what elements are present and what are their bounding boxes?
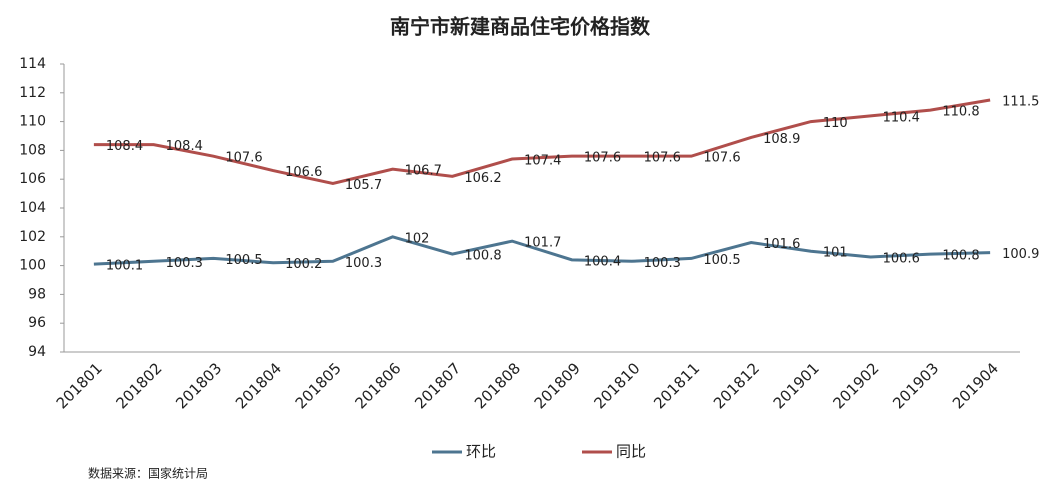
x-tick-label: 201804 <box>232 359 285 412</box>
data-label: 110 <box>823 116 848 131</box>
legend-label: 同比 <box>616 443 646 461</box>
y-tick-label: 110 <box>19 114 46 130</box>
data-label: 100.4 <box>584 254 621 269</box>
data-label: 100.8 <box>464 249 501 264</box>
x-tick-label: 201812 <box>710 359 763 412</box>
data-label: 106.2 <box>464 171 501 186</box>
x-tick-label: 201904 <box>949 359 1002 412</box>
data-label: 100.3 <box>644 256 681 271</box>
data-label: 100.6 <box>883 251 920 266</box>
x-tick-label: 201807 <box>411 359 464 412</box>
data-label: 107.6 <box>703 151 740 166</box>
y-tick-label: 104 <box>19 200 46 216</box>
data-label: 110.8 <box>942 105 979 120</box>
y-tick-label: 114 <box>19 56 46 72</box>
x-tick-label: 201808 <box>471 359 524 412</box>
y-tick-label: 94 <box>28 344 46 360</box>
source-note: 数据来源：国家统计局 <box>88 466 208 481</box>
data-label: 100.9 <box>1002 247 1039 262</box>
x-tick-label: 201806 <box>351 359 404 412</box>
x-tick-label: 201803 <box>172 359 225 412</box>
data-label: 101.7 <box>524 236 561 251</box>
x-tick-label: 201903 <box>889 359 942 412</box>
data-label: 107.6 <box>225 151 262 166</box>
x-tick-label: 201802 <box>112 359 165 412</box>
data-label: 111.5 <box>1002 95 1039 110</box>
x-tick-label: 201805 <box>292 359 345 412</box>
data-label: 100.1 <box>106 259 143 274</box>
series-line <box>93 235 991 266</box>
legend-label: 环比 <box>466 443 496 461</box>
data-label: 101.6 <box>763 237 800 252</box>
data-label: 100.3 <box>345 256 382 271</box>
x-tick-label: 201810 <box>590 359 643 412</box>
y-tick-label: 96 <box>28 315 46 331</box>
series-line <box>93 98 991 186</box>
y-tick-label: 98 <box>28 286 46 302</box>
data-label: 105.7 <box>345 178 382 193</box>
data-label: 110.4 <box>883 110 920 125</box>
data-label: 108.4 <box>106 139 143 154</box>
data-label: 108.9 <box>763 132 800 147</box>
data-label: 107.6 <box>584 151 621 166</box>
data-label: 101 <box>823 246 848 261</box>
y-tick-label: 112 <box>19 85 46 101</box>
data-label: 100.5 <box>225 253 262 268</box>
data-label: 100.8 <box>942 249 979 264</box>
chart-title: 南宁市新建商品住宅价格指数 <box>390 15 651 39</box>
x-tick-label: 201901 <box>770 359 823 412</box>
y-tick-label: 102 <box>19 229 46 245</box>
x-tick-label: 201809 <box>531 359 584 412</box>
x-tick-label: 201902 <box>829 359 882 412</box>
y-tick-label: 108 <box>19 142 46 158</box>
data-label: 106.7 <box>405 164 442 179</box>
x-tick-label: 201811 <box>650 359 703 412</box>
data-label: 100.5 <box>703 253 740 268</box>
data-label: 102 <box>405 231 430 246</box>
data-label: 100.2 <box>285 257 322 272</box>
y-tick-label: 100 <box>19 258 46 274</box>
x-tick-label: 201801 <box>53 359 106 412</box>
data-label: 107.4 <box>524 154 561 169</box>
data-label: 106.6 <box>285 165 322 180</box>
y-tick-label: 106 <box>19 171 46 187</box>
data-label: 108.4 <box>166 139 203 154</box>
data-label: 107.6 <box>644 151 681 166</box>
data-label: 100.3 <box>166 256 203 271</box>
